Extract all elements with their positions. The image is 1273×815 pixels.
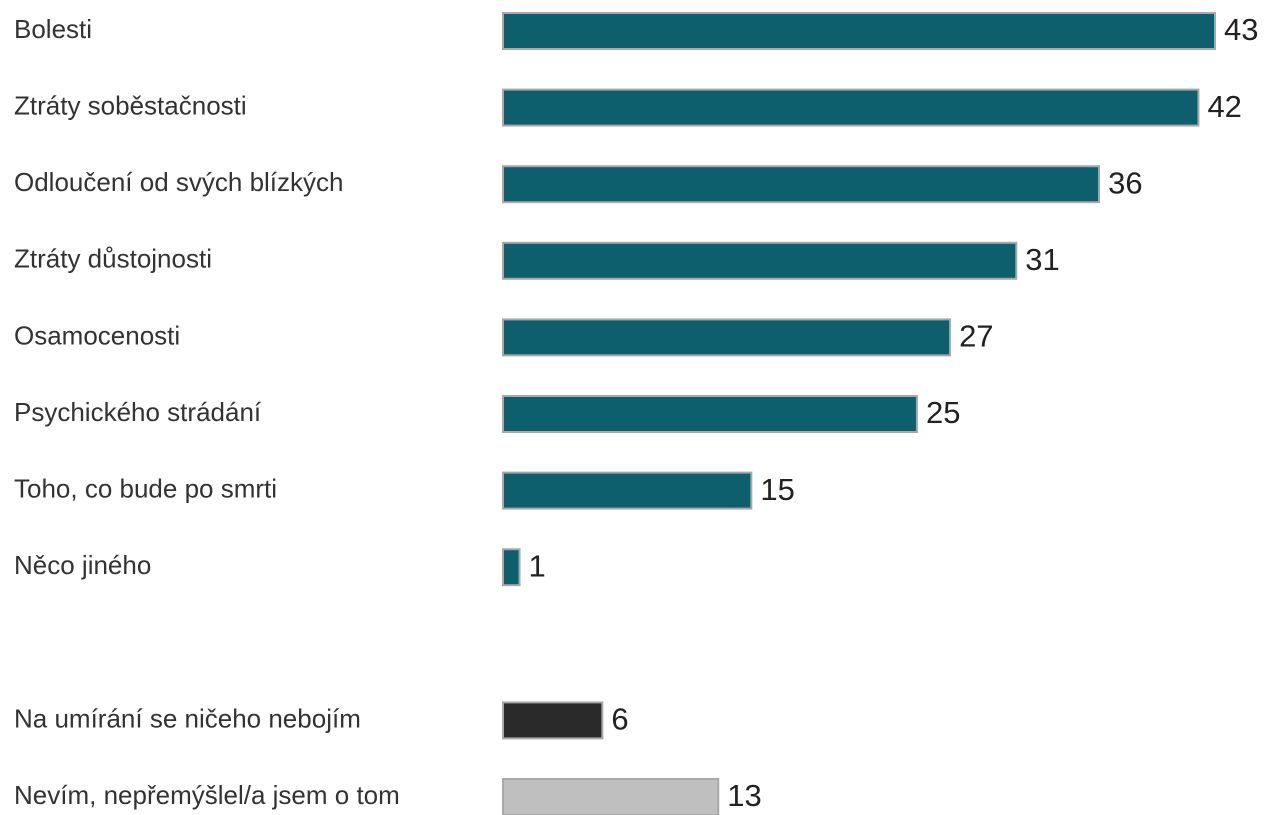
- bar: [502, 165, 1101, 204]
- value-label: 36: [1108, 165, 1142, 200]
- value-label: 13: [727, 778, 761, 813]
- bar: [502, 548, 521, 587]
- category-label: Nevím, nepřemýšlel/a jsem o tom: [14, 780, 400, 810]
- category-label: Na umírání se ničeho nebojím: [14, 703, 361, 733]
- bar: [502, 88, 1200, 127]
- bar: [502, 778, 720, 815]
- category-label: Něco jiného: [14, 550, 151, 580]
- category-label: Ztráty důstojnosti: [14, 244, 212, 274]
- category-label: Odloučení od svých blízkých: [14, 167, 344, 197]
- category-label: Bolesti: [14, 14, 92, 44]
- value-label: 1: [529, 548, 546, 583]
- value-label: 27: [959, 319, 993, 354]
- category-label: Osamocenosti: [14, 320, 180, 350]
- value-label: 6: [611, 702, 628, 737]
- bar: [502, 701, 604, 740]
- bar: [502, 12, 1216, 50]
- bar: [502, 395, 918, 433]
- bar: [502, 318, 952, 357]
- value-label: 31: [1025, 242, 1059, 277]
- category-label: Ztráty soběstačnosti: [14, 90, 247, 120]
- category-label: Toho, co bude po smrti: [14, 473, 277, 503]
- bar: [502, 471, 753, 510]
- value-label: 42: [1207, 89, 1241, 124]
- bar: [502, 241, 1018, 280]
- value-label: 43: [1224, 12, 1258, 47]
- value-label: 15: [760, 472, 794, 507]
- value-label: 25: [926, 395, 960, 430]
- category-label: Psychického strádání: [14, 397, 262, 427]
